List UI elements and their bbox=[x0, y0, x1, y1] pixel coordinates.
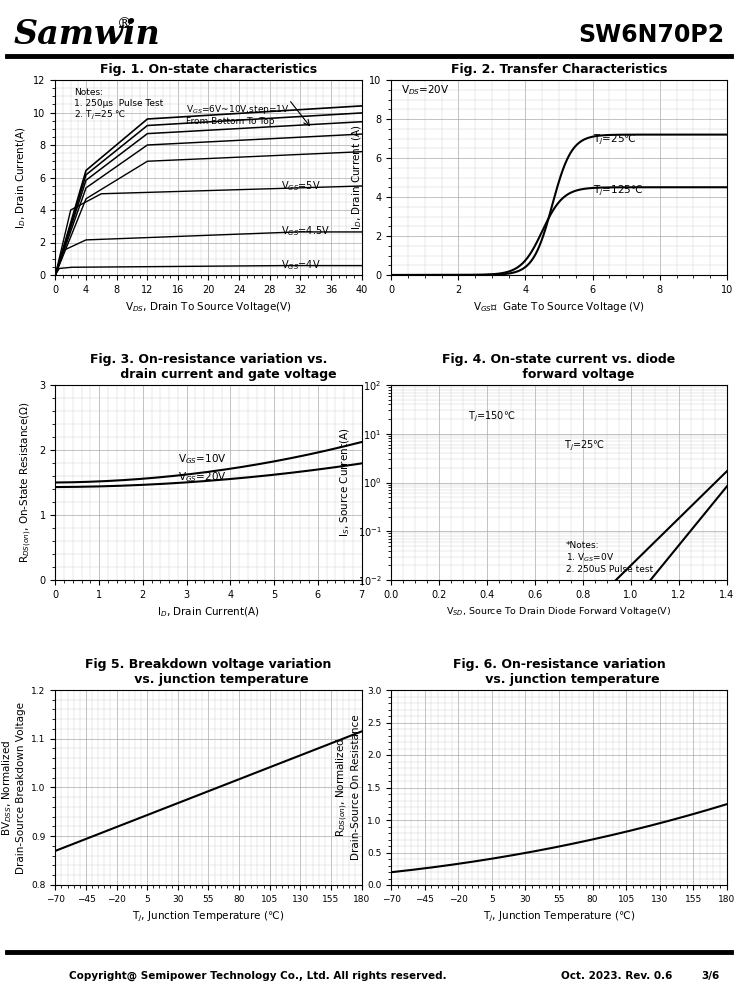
Text: Fig. 2. Transfer Characteristics: Fig. 2. Transfer Characteristics bbox=[451, 63, 667, 76]
Text: Samwin: Samwin bbox=[13, 18, 160, 51]
Text: V$_{GS}$=10V: V$_{GS}$=10V bbox=[178, 452, 227, 466]
Y-axis label: BV$_{DSS}$, Normalized
Drain-Source Breakdown Voltage: BV$_{DSS}$, Normalized Drain-Source Brea… bbox=[0, 702, 26, 874]
Text: T$_j$=150℃: T$_j$=150℃ bbox=[468, 409, 515, 424]
Text: Copyright@ Semipower Technology Co., Ltd. All rights reserved.: Copyright@ Semipower Technology Co., Ltd… bbox=[69, 971, 447, 981]
Text: V$_{GS}$=5V: V$_{GS}$=5V bbox=[281, 179, 321, 193]
Text: Fig. 6. On-resistance variation
      vs. junction temperature: Fig. 6. On-resistance variation vs. junc… bbox=[452, 658, 666, 686]
Text: SW6N70P2: SW6N70P2 bbox=[579, 23, 725, 47]
Y-axis label: R$_{DS(on)}$, Normalized
Drain-Source On Resistance: R$_{DS(on)}$, Normalized Drain-Source On… bbox=[334, 715, 362, 860]
Y-axis label: I$_{S}$, Source Current(A): I$_{S}$, Source Current(A) bbox=[339, 428, 352, 537]
Text: V$_{DS}$=20V: V$_{DS}$=20V bbox=[401, 84, 450, 97]
X-axis label: T$_{j}$, Junction Temperature (℃): T$_{j}$, Junction Temperature (℃) bbox=[132, 909, 285, 924]
Text: T$_j$=25℃: T$_j$=25℃ bbox=[593, 133, 636, 147]
Text: T$_j$=125℃: T$_j$=125℃ bbox=[593, 184, 643, 198]
Text: V$_{GS}$=4V: V$_{GS}$=4V bbox=[281, 258, 321, 272]
Text: V$_{GS}$=20V: V$_{GS}$=20V bbox=[178, 470, 227, 484]
Text: ®: ® bbox=[117, 17, 132, 31]
Y-axis label: I$_{D}$, Drain Current (A): I$_{D}$, Drain Current (A) bbox=[350, 125, 364, 230]
X-axis label: V$_{DS}$, Drain To Source Voltage(V): V$_{DS}$, Drain To Source Voltage(V) bbox=[125, 300, 292, 314]
Text: V$_{GS}$=4.5V: V$_{GS}$=4.5V bbox=[281, 224, 330, 238]
X-axis label: V$_{SD}$, Source To Drain Diode Forward Voltage(V): V$_{SD}$, Source To Drain Diode Forward … bbox=[446, 605, 672, 618]
Text: Oct. 2023. Rev. 0.6: Oct. 2023. Rev. 0.6 bbox=[561, 971, 672, 981]
Y-axis label: R$_{DS(on)}$, On-State Resistance(Ω): R$_{DS(on)}$, On-State Resistance(Ω) bbox=[18, 402, 34, 563]
X-axis label: V$_{GS}$，  Gate To Source Voltage (V): V$_{GS}$， Gate To Source Voltage (V) bbox=[473, 300, 645, 314]
Text: T$_j$=25℃: T$_j$=25℃ bbox=[564, 439, 605, 453]
Text: Fig 5. Breakdown voltage variation
      vs. junction temperature: Fig 5. Breakdown voltage variation vs. j… bbox=[86, 658, 331, 686]
X-axis label: I$_{D}$, Drain Current(A): I$_{D}$, Drain Current(A) bbox=[157, 605, 260, 619]
X-axis label: T$_{j}$, Junction Temperature (℃): T$_{j}$, Junction Temperature (℃) bbox=[483, 909, 635, 924]
Text: *Notes:
1. V$_{GS}$=0V
2. 250uS Pulse test: *Notes: 1. V$_{GS}$=0V 2. 250uS Pulse te… bbox=[566, 541, 653, 574]
Text: V$_{GS}$=6V~10V,step=1V
From Bottom To Top: V$_{GS}$=6V~10V,step=1V From Bottom To T… bbox=[185, 103, 289, 126]
Text: Notes:
1. 250μs  Pulse Test
2. T$_j$=25 ℃: Notes: 1. 250μs Pulse Test 2. T$_j$=25 ℃ bbox=[75, 88, 164, 122]
Text: Fig. 4. On-state current vs. diode
         forward voltage: Fig. 4. On-state current vs. diode forwa… bbox=[442, 353, 676, 381]
Text: Fig. 1. On-state characteristics: Fig. 1. On-state characteristics bbox=[100, 63, 317, 76]
Text: 3/6: 3/6 bbox=[701, 971, 720, 981]
Text: Fig. 3. On-resistance variation vs.
         drain current and gate voltage: Fig. 3. On-resistance variation vs. drai… bbox=[80, 353, 337, 381]
Y-axis label: I$_{D}$, Drain Current(A): I$_{D}$, Drain Current(A) bbox=[14, 126, 28, 229]
